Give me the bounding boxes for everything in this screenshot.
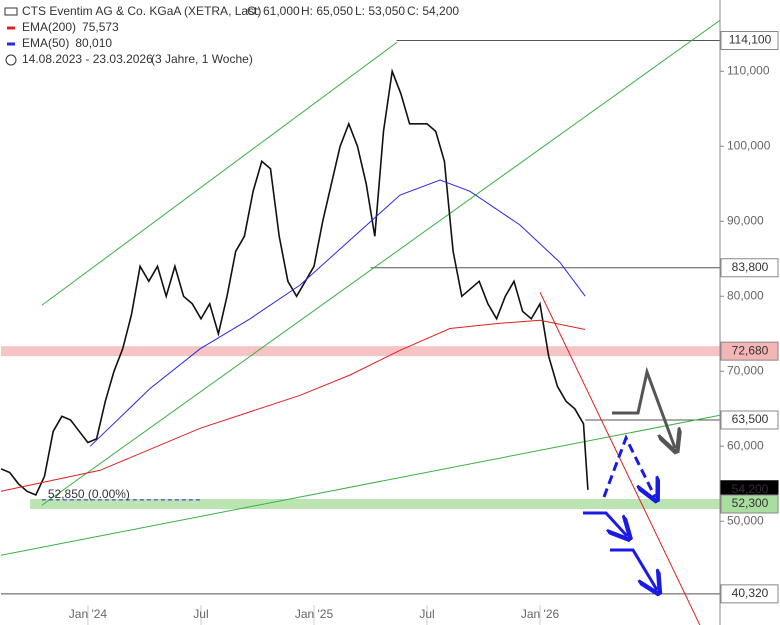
y-tick-label: 100,000 xyxy=(727,138,771,152)
level-label: 40,320 xyxy=(732,586,769,600)
x-tick-label: Jul xyxy=(419,607,434,621)
level-box xyxy=(720,494,779,514)
level-box xyxy=(720,584,779,604)
chart-title: CTS Eventim AG & Co. KGaA (XETRA, Last) xyxy=(22,4,261,18)
level-band xyxy=(1,346,720,357)
y-tick-label: 50,000 xyxy=(727,513,764,527)
x-tick-label: Jan '26 xyxy=(521,607,560,621)
series-line xyxy=(0,68,589,497)
trendline xyxy=(41,19,720,506)
quote: L: 53,050 xyxy=(355,4,405,18)
level-label: 72,680 xyxy=(732,343,769,357)
trendline xyxy=(41,41,398,306)
level-label: 54,200 xyxy=(732,482,769,496)
legend-label: EMA(200) xyxy=(22,20,76,34)
scenario-arrow xyxy=(610,548,657,590)
quote: C: 54,200 xyxy=(407,4,459,18)
level-label: 63,500 xyxy=(732,412,769,426)
level-box xyxy=(720,410,779,430)
quote: O: 61,000 xyxy=(247,4,300,18)
y-tick-label: 70,000 xyxy=(727,363,764,377)
series-line xyxy=(89,179,586,447)
x-tick-label: Jul xyxy=(193,607,208,621)
quote: H: 65,050 xyxy=(301,4,353,18)
y-tick-label: 110,000 xyxy=(727,63,770,77)
x-tick-label: Jan '25 xyxy=(295,607,334,621)
series-line xyxy=(0,319,586,492)
x-tick-label: Jan '24 xyxy=(69,607,108,621)
header: CTS Eventim AG & Co. KGaA (XETRA, Last) … xyxy=(4,4,459,66)
level-box xyxy=(720,341,779,361)
y-tick-label: 60,000 xyxy=(727,438,764,452)
trendline xyxy=(0,414,720,556)
trendline xyxy=(539,292,701,625)
legend-label: EMA(50) xyxy=(22,36,69,50)
y-tick-label: 90,000 xyxy=(727,213,764,227)
clock-icon xyxy=(5,54,17,66)
low-marker-label: 52,850 (0.00%) xyxy=(48,487,130,501)
scenario-arrow xyxy=(612,366,675,448)
legend-value: 80,010 xyxy=(75,36,112,50)
level-label: 114,100 xyxy=(729,33,772,47)
chart-icon xyxy=(4,7,18,16)
level-band xyxy=(30,499,720,509)
legend-value: 75,573 xyxy=(82,20,119,34)
level-label: 83,800 xyxy=(732,260,769,274)
plot-area: 52,850 (0.00%) xyxy=(0,19,720,625)
scenario-arrow xyxy=(602,434,655,497)
level-box xyxy=(720,258,779,278)
period: 14.08.2023 - 23.03.2026 xyxy=(22,52,153,66)
period-note: (3 Jahre, 1 Woche) xyxy=(151,52,253,66)
level-label: 52,300 xyxy=(732,496,769,510)
scenario-arrow xyxy=(583,511,627,536)
y-tick-label: 80,000 xyxy=(727,288,764,302)
level-box xyxy=(720,31,779,50)
